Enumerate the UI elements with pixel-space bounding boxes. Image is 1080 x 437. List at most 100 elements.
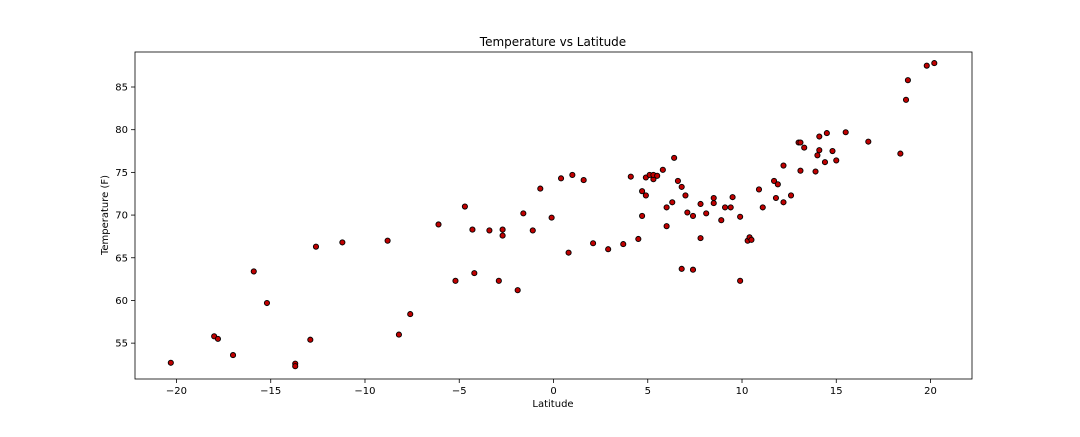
data-point <box>384 237 391 244</box>
data-point <box>452 277 459 284</box>
data-point <box>514 287 521 294</box>
x-tick-label: 20 <box>924 386 937 397</box>
data-point <box>689 266 697 273</box>
data-point <box>755 186 763 193</box>
y-tick-label: 65 <box>115 253 128 264</box>
data-point <box>823 130 830 137</box>
data-point <box>814 152 821 159</box>
data-point <box>737 277 744 284</box>
data-point <box>654 172 661 179</box>
data-point <box>548 214 555 221</box>
data-point <box>902 96 910 103</box>
data-point <box>435 221 442 228</box>
data-point <box>499 232 506 239</box>
data-point <box>703 210 710 217</box>
data-point <box>931 60 938 67</box>
data-point <box>729 194 736 201</box>
x-axis: −20 −15 −10 −5 0 5 10 15 20 <box>166 379 937 397</box>
data-point <box>565 249 572 256</box>
data-point <box>669 199 676 206</box>
data-point <box>697 200 704 208</box>
y-tick-label: 70 <box>115 211 128 222</box>
chart-title: Temperature vs Latitude <box>479 35 626 49</box>
data-point <box>797 167 804 174</box>
y-tick-label: 60 <box>115 296 128 307</box>
data-point <box>780 199 787 206</box>
data-point <box>842 129 849 136</box>
data-point <box>461 203 468 210</box>
x-tick-label: −15 <box>260 386 281 397</box>
data-point <box>339 239 346 246</box>
data-point <box>307 336 314 343</box>
data-point <box>821 159 829 166</box>
x-tick-label: 10 <box>736 386 749 397</box>
data-point <box>674 177 681 184</box>
data-point <box>395 331 402 338</box>
data-point <box>590 240 597 247</box>
data-point <box>214 335 221 342</box>
data-point <box>787 192 795 199</box>
data-point <box>697 235 704 242</box>
data-point <box>469 226 476 233</box>
y-axis: 55 60 65 70 75 80 85 <box>115 83 135 350</box>
y-tick-label: 55 <box>115 339 128 350</box>
x-tick-label: −5 <box>452 386 467 397</box>
data-point <box>801 144 808 151</box>
x-tick-label: −20 <box>166 386 187 397</box>
data-point <box>829 147 836 155</box>
x-tick-label: 15 <box>830 386 843 397</box>
data-point <box>812 168 819 175</box>
y-axis-label: Temperature (F) <box>100 175 111 256</box>
data-point <box>780 162 787 169</box>
data-point <box>671 154 678 161</box>
data-point <box>229 352 237 359</box>
y-tick-label: 85 <box>115 83 128 94</box>
data-point <box>727 204 734 211</box>
data-point <box>816 133 823 140</box>
data-point <box>748 236 755 243</box>
data-point <box>580 177 587 184</box>
data-point <box>312 243 320 250</box>
plot-frame <box>134 51 973 380</box>
data-point <box>759 204 766 211</box>
data-point <box>639 212 646 219</box>
data-point <box>605 246 612 253</box>
data-point <box>833 157 840 164</box>
x-axis-label: Latitude <box>532 399 573 410</box>
x-tick-label: −10 <box>354 386 375 397</box>
data-point <box>904 77 911 84</box>
y-tick-label: 80 <box>115 125 128 136</box>
data-point <box>663 204 670 211</box>
data-point <box>627 173 634 180</box>
data-point <box>659 166 666 173</box>
data-point <box>292 363 299 370</box>
data-point <box>642 192 649 199</box>
data-point <box>486 227 493 234</box>
data-point <box>471 270 478 277</box>
data-point <box>537 185 544 192</box>
x-tick-label: 5 <box>645 386 651 397</box>
data-point <box>499 226 506 233</box>
data-point <box>923 62 930 69</box>
data-point <box>772 194 779 202</box>
data-point <box>678 183 685 190</box>
data-point <box>710 194 717 202</box>
data-point <box>263 299 271 307</box>
data-point <box>684 209 691 216</box>
data-point <box>865 138 872 145</box>
data-point <box>897 150 904 157</box>
data-point <box>682 192 689 199</box>
data-point <box>678 265 685 272</box>
data-point <box>635 235 642 243</box>
y-tick-label: 75 <box>115 168 128 179</box>
data-point <box>620 241 627 248</box>
data-point <box>250 268 257 275</box>
data-point <box>774 181 781 188</box>
data-points <box>167 60 938 370</box>
data-point <box>797 139 804 146</box>
x-tick-label: 0 <box>550 386 556 397</box>
data-point <box>569 171 576 178</box>
